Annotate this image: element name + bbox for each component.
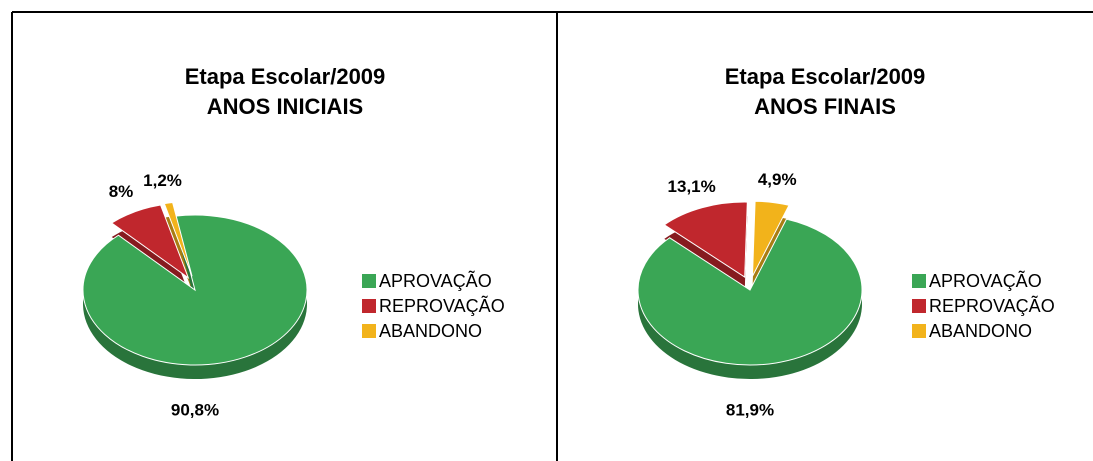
slice <box>110 204 190 280</box>
chart-subtitle: ANOS FINAIS <box>754 94 896 119</box>
value-label: 1,2% <box>143 171 182 190</box>
value-label: 81,9% <box>726 400 774 419</box>
legend-swatch <box>912 299 926 313</box>
legend-label: ABANDONO <box>929 321 1032 341</box>
legend-swatch <box>362 299 376 313</box>
chart-subtitle: ANOS INICIAIS <box>207 94 363 119</box>
legend-swatch <box>362 324 376 338</box>
value-label: 4,9% <box>758 170 797 189</box>
legend-label: APROVAÇÃO <box>379 270 492 291</box>
slice <box>82 214 308 366</box>
value-label: 13,1% <box>668 177 716 196</box>
chart-title: Etapa Escolar/2009 <box>725 64 926 89</box>
value-label: 90,8% <box>171 400 219 419</box>
slice <box>163 201 193 277</box>
slice <box>751 200 790 277</box>
legend-label: REPROVAÇÃO <box>379 295 505 316</box>
legend-swatch <box>912 274 926 288</box>
legend-label: REPROVAÇÃO <box>929 295 1055 316</box>
legend-swatch <box>912 324 926 338</box>
value-label: 8% <box>109 182 134 201</box>
legend-swatch <box>362 274 376 288</box>
legend-label: ABANDONO <box>379 321 482 341</box>
slice <box>663 201 748 278</box>
legend-label: APROVAÇÃO <box>929 270 1042 291</box>
chart-title: Etapa Escolar/2009 <box>185 64 386 89</box>
slice <box>637 218 863 366</box>
